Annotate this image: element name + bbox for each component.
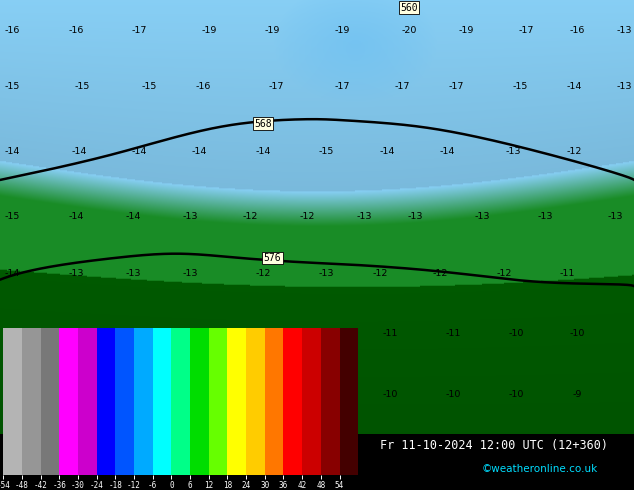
Bar [265, 328, 283, 475]
Text: -16: -16 [5, 26, 20, 35]
Text: -14: -14 [68, 212, 84, 221]
Text: 568: 568 [254, 119, 272, 128]
Text: -13: -13 [183, 269, 198, 278]
Text: -14: -14 [5, 147, 20, 156]
Bar [153, 328, 171, 475]
Text: -14: -14 [192, 147, 207, 156]
Text: -15: -15 [5, 212, 20, 221]
Bar [115, 328, 134, 475]
Text: -19: -19 [265, 26, 280, 35]
Bar [3, 328, 22, 475]
Bar [228, 328, 246, 475]
Text: -14: -14 [126, 212, 141, 221]
Text: -16: -16 [569, 26, 585, 35]
Text: -17: -17 [335, 82, 350, 91]
Text: -12: -12 [256, 269, 271, 278]
Text: -9: -9 [573, 390, 581, 399]
Text: -11: -11 [126, 329, 141, 339]
Text: -12: -12 [496, 269, 512, 278]
Text: -12: -12 [433, 269, 448, 278]
Text: -13: -13 [617, 82, 632, 91]
Text: -13: -13 [617, 26, 632, 35]
Text: -17: -17 [268, 82, 283, 91]
Text: -11: -11 [68, 329, 84, 339]
Text: -12: -12 [319, 329, 334, 339]
Bar [283, 328, 302, 475]
Text: -12: -12 [300, 212, 315, 221]
Text: -16: -16 [68, 26, 84, 35]
Text: -10: -10 [446, 390, 461, 399]
Text: -12: -12 [183, 329, 198, 339]
Text: -10: -10 [68, 390, 84, 399]
Bar [246, 328, 265, 475]
Text: -15: -15 [512, 82, 527, 91]
Text: -11: -11 [560, 269, 575, 278]
Text: -14: -14 [5, 269, 20, 278]
Text: -11: -11 [382, 329, 398, 339]
Text: -9: -9 [8, 390, 17, 399]
Text: 560: 560 [400, 3, 418, 13]
Bar [209, 328, 228, 475]
Text: -15: -15 [75, 82, 90, 91]
Text: -15: -15 [141, 82, 157, 91]
Text: -12: -12 [243, 212, 258, 221]
Text: -17: -17 [395, 82, 410, 91]
Text: -20: -20 [401, 26, 417, 35]
Text: -19: -19 [202, 26, 217, 35]
Bar [96, 328, 115, 475]
Text: ©weatheronline.co.uk: ©weatheronline.co.uk [482, 464, 598, 474]
Text: -17: -17 [132, 26, 147, 35]
Text: -13: -13 [357, 212, 372, 221]
Text: -12: -12 [373, 269, 388, 278]
Text: -12: -12 [566, 147, 581, 156]
Text: -11: -11 [5, 329, 20, 339]
Bar [190, 328, 209, 475]
Text: -14: -14 [132, 147, 147, 156]
Text: -13: -13 [408, 212, 423, 221]
Text: -17: -17 [449, 82, 464, 91]
Text: Height/Temp. 500 hPa [gdmp][°C] GFS: Height/Temp. 500 hPa [gdmp][°C] GFS [6, 439, 256, 452]
Text: -13: -13 [538, 212, 553, 221]
Text: -13: -13 [183, 212, 198, 221]
Bar [59, 328, 78, 475]
Text: Fr 11-10-2024 12:00 UTC (12+360): Fr 11-10-2024 12:00 UTC (12+360) [380, 439, 609, 452]
Text: -16: -16 [195, 82, 210, 91]
Text: -13: -13 [607, 212, 623, 221]
Text: -15: -15 [5, 82, 20, 91]
Bar [321, 328, 340, 475]
Text: -13: -13 [474, 212, 489, 221]
Text: 576: 576 [264, 253, 281, 263]
Text: -14: -14 [72, 147, 87, 156]
Text: -11: -11 [446, 329, 461, 339]
Bar [134, 328, 153, 475]
Text: -10: -10 [509, 390, 524, 399]
Text: -10: -10 [382, 390, 398, 399]
Text: -13: -13 [126, 269, 141, 278]
Text: -17: -17 [519, 26, 534, 35]
Bar [22, 328, 41, 475]
Text: -13: -13 [68, 269, 84, 278]
Text: -11: -11 [256, 329, 271, 339]
Text: -10: -10 [569, 329, 585, 339]
Text: -14: -14 [379, 147, 394, 156]
Text: -14: -14 [256, 147, 271, 156]
Text: -13: -13 [319, 269, 334, 278]
Text: -14: -14 [439, 147, 455, 156]
Bar [171, 328, 190, 475]
Text: -14: -14 [566, 82, 581, 91]
Text: -10: -10 [132, 390, 147, 399]
Bar [340, 328, 358, 475]
Text: -10: -10 [509, 329, 524, 339]
Bar [302, 328, 321, 475]
Bar [41, 328, 59, 475]
Bar [78, 328, 96, 475]
Text: -13: -13 [506, 147, 521, 156]
Text: -10: -10 [202, 390, 217, 399]
Text: -15: -15 [319, 147, 334, 156]
Text: -19: -19 [458, 26, 474, 35]
Text: -19: -19 [335, 26, 350, 35]
